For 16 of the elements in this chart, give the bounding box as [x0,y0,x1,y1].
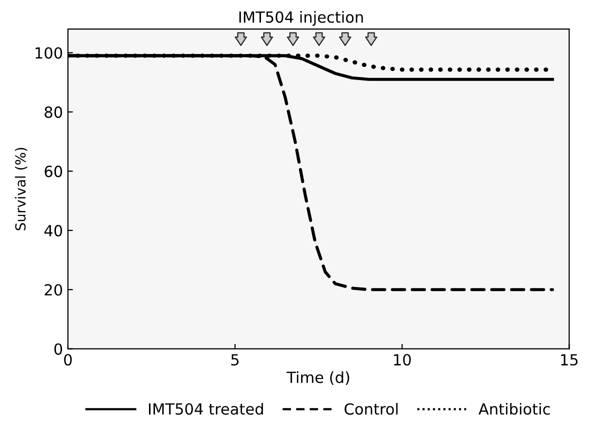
legend-label: Control [344,402,398,415]
y-tick-label: 20 [44,284,62,296]
y-tick-label: 0 [54,343,62,355]
x-tick-label: 5 [231,354,239,366]
y-tick-label: 100 [36,47,62,59]
legend-label: Antibiotic [478,402,550,415]
x-tick-label: 0 [64,354,72,366]
y-tick-label: 60 [44,166,62,178]
y-axis-title: Survival (%) [14,148,28,230]
legend-label: IMT504 treated [149,402,263,415]
x-tick-label: 15 [561,354,578,366]
x-tick-label: 10 [394,354,411,366]
text: IMT504 injection [239,11,363,26]
y-tick-label: 40 [44,224,62,236]
y-tick-label: 80 [44,106,62,118]
x-axis-title: Time (d) [286,371,350,385]
